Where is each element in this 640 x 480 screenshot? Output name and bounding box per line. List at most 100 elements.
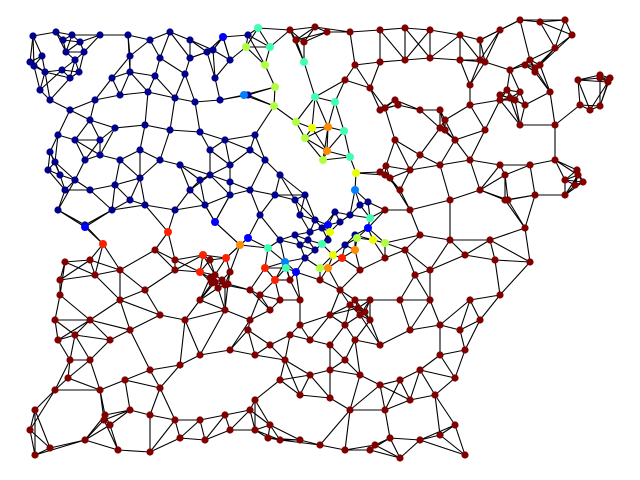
graph-node	[46, 96, 54, 104]
graph-edge	[326, 130, 345, 152]
graph-edge	[429, 239, 451, 271]
graph-edge	[379, 29, 406, 61]
graph-edge	[469, 294, 501, 301]
graph-edge	[359, 374, 381, 386]
graph-edge	[44, 71, 71, 79]
graph-node	[456, 326, 464, 334]
graph-edge	[254, 354, 286, 361]
graph-edge	[89, 119, 116, 129]
graph-edge	[169, 31, 191, 59]
graph-edge	[229, 349, 256, 356]
graph-node	[596, 102, 604, 110]
graph-edge	[284, 359, 311, 376]
graph-edge	[119, 71, 131, 96]
graph-edge	[259, 194, 276, 216]
graph-node	[226, 161, 234, 169]
graph-edge	[84, 209, 113, 228]
graph-node	[46, 444, 54, 452]
graph-edge	[119, 159, 141, 179]
graph-edge	[169, 97, 176, 131]
graph-edge	[322, 126, 329, 161]
graph-node	[306, 371, 314, 379]
graph-edge	[249, 409, 271, 426]
graph-edge	[67, 377, 101, 391]
graph-node	[416, 106, 424, 114]
graph-edge	[385, 165, 411, 171]
graph-node	[326, 366, 334, 374]
graph-edge	[554, 159, 578, 171]
graph-node	[96, 136, 104, 144]
graph-node	[126, 326, 134, 334]
graph-node	[496, 26, 504, 34]
graph-edge	[319, 444, 346, 451]
graph-edge	[44, 71, 51, 101]
graph-node	[226, 346, 234, 354]
graph-edge	[247, 34, 266, 66]
graph-edge	[247, 329, 256, 356]
graph-node	[196, 416, 204, 424]
graph-edge	[144, 91, 149, 126]
graph-node	[96, 31, 104, 39]
graph-node	[341, 241, 349, 249]
graph-edge	[214, 194, 231, 223]
graph-edge	[154, 249, 176, 261]
graph-node	[356, 371, 364, 379]
graph-node	[426, 54, 434, 62]
graph-edge	[329, 397, 351, 411]
graph-node	[318, 224, 326, 232]
graph-node	[311, 246, 319, 254]
graph-edge	[149, 364, 181, 371]
graph-node	[206, 171, 214, 179]
graph-node	[208, 279, 216, 287]
graph-edge	[124, 369, 151, 381]
graph-node	[551, 121, 559, 129]
graph-node	[111, 181, 119, 189]
graph-edge	[204, 414, 226, 441]
graph-edge	[299, 314, 331, 326]
graph-edge	[184, 299, 201, 321]
graph-node	[71, 56, 79, 64]
graph-node	[59, 36, 67, 44]
graph-edge	[254, 134, 266, 161]
graph-edge	[199, 299, 226, 311]
graph-edge	[217, 287, 226, 311]
graph-node	[300, 38, 308, 46]
graph-node	[451, 136, 459, 144]
graph-node	[276, 376, 284, 384]
graph-edge	[409, 394, 436, 401]
graph-node	[296, 321, 304, 329]
graph-edge	[379, 27, 406, 31]
graph-node	[271, 191, 279, 199]
graph-edge	[369, 319, 381, 346]
graph-node	[264, 244, 272, 252]
graph-node	[100, 416, 108, 424]
graph-edge	[239, 244, 269, 249]
graph-node	[54, 336, 62, 344]
graph-edge	[509, 59, 531, 71]
graph-edge	[354, 319, 371, 341]
graph-edge	[249, 294, 261, 321]
graph-node	[141, 121, 149, 129]
graph-edge	[59, 274, 96, 281]
graph-edge	[529, 164, 536, 196]
graph-edge	[99, 379, 126, 391]
graph-edge	[144, 289, 161, 316]
graph-edge	[174, 73, 186, 99]
graph-node	[171, 256, 179, 264]
graph-edge	[344, 409, 351, 451]
graph-edge	[439, 139, 456, 166]
graph-node	[266, 43, 274, 51]
graph-node	[86, 316, 94, 324]
graph-edge	[564, 181, 584, 196]
graph-node	[338, 254, 346, 262]
graph-node	[254, 24, 262, 32]
graph-node	[186, 186, 194, 194]
graph-edge	[229, 329, 249, 351]
graph-edge	[419, 369, 456, 379]
graph-node	[36, 86, 44, 94]
graph-edge	[459, 299, 471, 331]
graph-node	[291, 231, 299, 239]
graph-node	[381, 239, 389, 247]
graph-node	[391, 136, 399, 144]
graph-node	[506, 66, 514, 74]
